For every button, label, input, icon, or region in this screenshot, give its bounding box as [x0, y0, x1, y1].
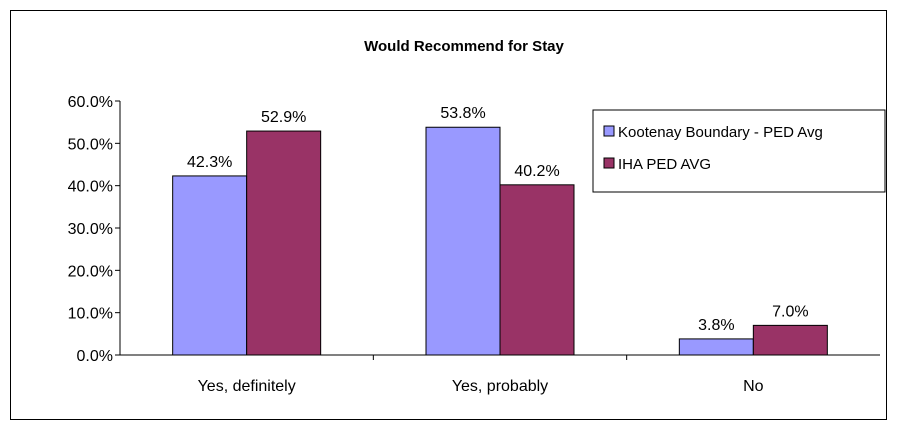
y-tick-label: 20.0%: [68, 263, 113, 280]
data-label: 42.3%: [187, 154, 232, 171]
data-label: 53.8%: [440, 105, 485, 122]
data-label: 52.9%: [261, 109, 306, 126]
bars: [172, 126, 828, 356]
bar: [499, 184, 575, 356]
legend-box: [592, 109, 886, 193]
bar: [246, 130, 322, 356]
x-category-label: Yes, probably: [452, 378, 548, 395]
legend-label: IHA PED AVG: [618, 156, 711, 173]
legend: Kootenay Boundary - PED Avg IHA PED AVG: [592, 109, 886, 193]
y-tick-label: 30.0%: [68, 221, 113, 238]
data-label: 3.8%: [698, 317, 734, 334]
legend-swatch: [603, 157, 615, 169]
y-tick-label: 0.0%: [77, 348, 113, 365]
y-tick-label: 60.0%: [68, 94, 113, 111]
legend-label: Kootenay Boundary - PED Avg: [618, 124, 823, 141]
x-category-label: No: [743, 378, 764, 395]
x-category-label: Yes, definitely: [198, 378, 296, 395]
bar: [425, 126, 501, 356]
x-axis: Yes, definitely Yes, probably No: [120, 354, 880, 395]
data-labels: 42.3% 52.9% 53.8% 40.2% 3.8% 7.0%: [187, 105, 809, 334]
bar: [752, 324, 828, 356]
bar: [172, 175, 248, 356]
y-tick-label: 10.0%: [68, 306, 113, 323]
y-tick-label: 50.0%: [68, 136, 113, 153]
data-label: 7.0%: [772, 303, 808, 320]
chart-title: Would Recommend for Stay: [364, 38, 564, 55]
y-axis: 0.0% 10.0% 20.0% 30.0% 40.0% 50.0% 60.0%: [68, 94, 121, 365]
legend-swatch: [603, 125, 615, 137]
y-tick-label: 40.0%: [68, 179, 113, 196]
bar: [678, 338, 754, 356]
data-label: 40.2%: [514, 163, 559, 180]
